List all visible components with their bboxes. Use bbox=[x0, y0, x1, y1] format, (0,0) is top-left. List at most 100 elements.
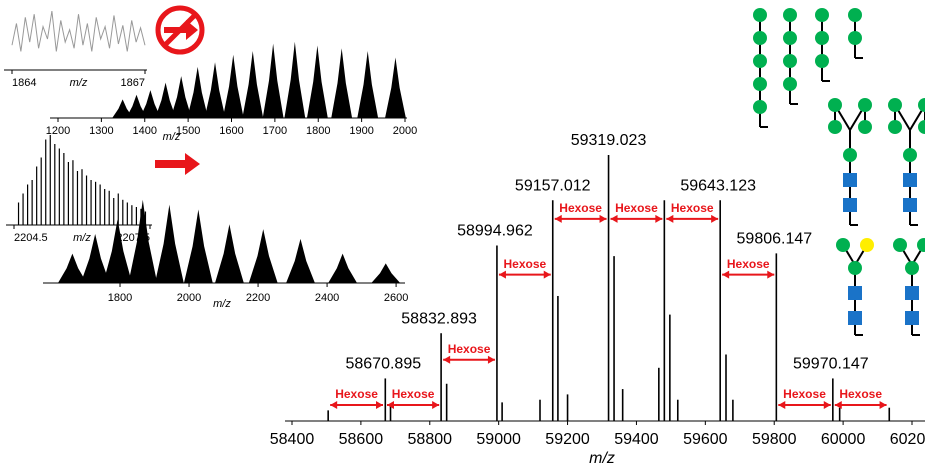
charge-envelope bbox=[184, 210, 213, 284]
x-tick-label: 2400 bbox=[315, 292, 339, 304]
x-tick-label: 60200 bbox=[890, 431, 925, 448]
peak-label: 59157.012 bbox=[515, 177, 591, 194]
annotation-label: Hexose bbox=[839, 387, 882, 401]
x-tick-label: 59800 bbox=[752, 431, 797, 448]
annotation-label: Hexose bbox=[559, 201, 602, 215]
charge-envelope bbox=[357, 51, 378, 118]
charge-envelope bbox=[263, 44, 284, 118]
x-tick-label: 1900 bbox=[349, 125, 373, 137]
annotation-label: Hexose bbox=[615, 201, 658, 215]
x-axis-label: m/z bbox=[213, 298, 231, 310]
peak-label: 59970.147 bbox=[793, 356, 869, 373]
charge-envelope bbox=[187, 67, 208, 118]
x-axis-label: m/z bbox=[73, 232, 91, 244]
x-tick-label: 59000 bbox=[476, 431, 521, 448]
glycan-icons bbox=[753, 8, 925, 335]
charge-envelope bbox=[242, 51, 263, 118]
glycan-hexnac bbox=[848, 286, 862, 300]
no-sign bbox=[158, 8, 202, 52]
glycan-hexose bbox=[917, 238, 925, 252]
peak-label: 59643.123 bbox=[680, 177, 756, 194]
charge-envelope bbox=[223, 55, 244, 118]
glycan-hexose bbox=[753, 77, 767, 91]
x-tick-label: 58600 bbox=[339, 431, 384, 448]
x-tick-label: 1800 bbox=[306, 125, 330, 137]
glycan-hexose bbox=[858, 120, 872, 134]
charge-envelope bbox=[385, 58, 406, 118]
glycan-hexose bbox=[848, 31, 862, 45]
x-tick-label: 2200 bbox=[246, 292, 270, 304]
x-axis-label: m/z bbox=[163, 131, 181, 143]
annotation-label: Hexose bbox=[392, 387, 435, 401]
charge-envelope bbox=[371, 263, 400, 283]
peak-label: 59806.147 bbox=[737, 231, 813, 248]
x-tick-label: 1700 bbox=[263, 125, 287, 137]
glycan-hexnac bbox=[848, 311, 862, 325]
glycan-hexnac bbox=[843, 173, 857, 187]
annotation-label: Hexose bbox=[783, 387, 826, 401]
glycan-hexose bbox=[836, 238, 850, 252]
glycan-hexose bbox=[828, 98, 842, 112]
annotation-label: Hexose bbox=[335, 387, 378, 401]
x-tick-label: 1600 bbox=[219, 125, 243, 137]
x-tick-label: 58800 bbox=[408, 431, 453, 448]
glycan-hexose bbox=[753, 100, 767, 114]
x-tick-label: 2204.5 bbox=[14, 232, 48, 244]
x-tick-label: 1300 bbox=[89, 125, 113, 137]
charge-envelope bbox=[284, 42, 305, 118]
glycan-hexose bbox=[815, 54, 829, 68]
annotation-label: Hexose bbox=[503, 257, 546, 271]
x-axis-label: m/z bbox=[70, 77, 88, 89]
charge-envelope bbox=[331, 48, 352, 118]
charge-envelope bbox=[249, 229, 278, 283]
figure: 5840058600588005900059200594005960059800… bbox=[0, 0, 925, 472]
x-tick-label: 1400 bbox=[133, 125, 157, 137]
annotation-label: Hexose bbox=[727, 257, 770, 271]
spectrum-line bbox=[12, 11, 145, 51]
glycan-hexose bbox=[888, 98, 902, 112]
x-tick-label: 1800 bbox=[108, 292, 132, 304]
peak-label: 58832.893 bbox=[401, 310, 477, 327]
charge-envelope bbox=[103, 219, 132, 283]
glycan-hexose bbox=[888, 120, 902, 134]
x-tick-label: 60000 bbox=[821, 431, 866, 448]
glycan-hexose bbox=[848, 261, 862, 275]
peak-label: 58994.962 bbox=[457, 223, 533, 240]
glycan-hexose bbox=[815, 8, 829, 22]
glycan-hexnac bbox=[905, 286, 919, 300]
x-tick-label: 2000 bbox=[393, 125, 417, 137]
glycan-hexose bbox=[783, 77, 797, 91]
annotation-label: Hexose bbox=[448, 342, 491, 356]
glycan-hexose bbox=[753, 31, 767, 45]
glycan-hexnac bbox=[905, 311, 919, 325]
glycan-hexose bbox=[843, 148, 857, 162]
charge-envelope bbox=[171, 76, 192, 118]
x-tick-label: 2600 bbox=[384, 292, 408, 304]
glycan-hexose bbox=[858, 98, 872, 112]
page: 5840058600588005900059200594005960059800… bbox=[0, 0, 925, 472]
glycan-hexose bbox=[860, 238, 874, 252]
x-tick-label: 59400 bbox=[614, 431, 659, 448]
glycan-hexose bbox=[903, 148, 917, 162]
annotation-label: Hexose bbox=[671, 201, 714, 215]
charge-envelope bbox=[205, 62, 226, 118]
glycan-hexose bbox=[753, 8, 767, 22]
x-tick-label: 2000 bbox=[177, 292, 201, 304]
glycan-hexose bbox=[905, 261, 919, 275]
glycan-hexose bbox=[918, 120, 925, 134]
charge-envelope bbox=[155, 205, 184, 283]
charge-envelope bbox=[286, 239, 315, 283]
x-tick-label: 59200 bbox=[545, 431, 590, 448]
x-tick-label: 1864 bbox=[12, 77, 36, 89]
x-tick-label: 1200 bbox=[46, 125, 70, 137]
glycan-hexnac bbox=[903, 198, 917, 212]
glycan-hexnac bbox=[843, 198, 857, 212]
glycan-hexose bbox=[848, 8, 862, 22]
glycan-hexose bbox=[753, 54, 767, 68]
x-tick-label: 1867 bbox=[121, 77, 145, 89]
glycan-hexose bbox=[828, 120, 842, 134]
glycan-hexnac bbox=[903, 173, 917, 187]
glycan-hexose bbox=[815, 31, 829, 45]
x-tick-label: 59600 bbox=[683, 431, 728, 448]
x-axis-label: m/z bbox=[589, 450, 615, 467]
